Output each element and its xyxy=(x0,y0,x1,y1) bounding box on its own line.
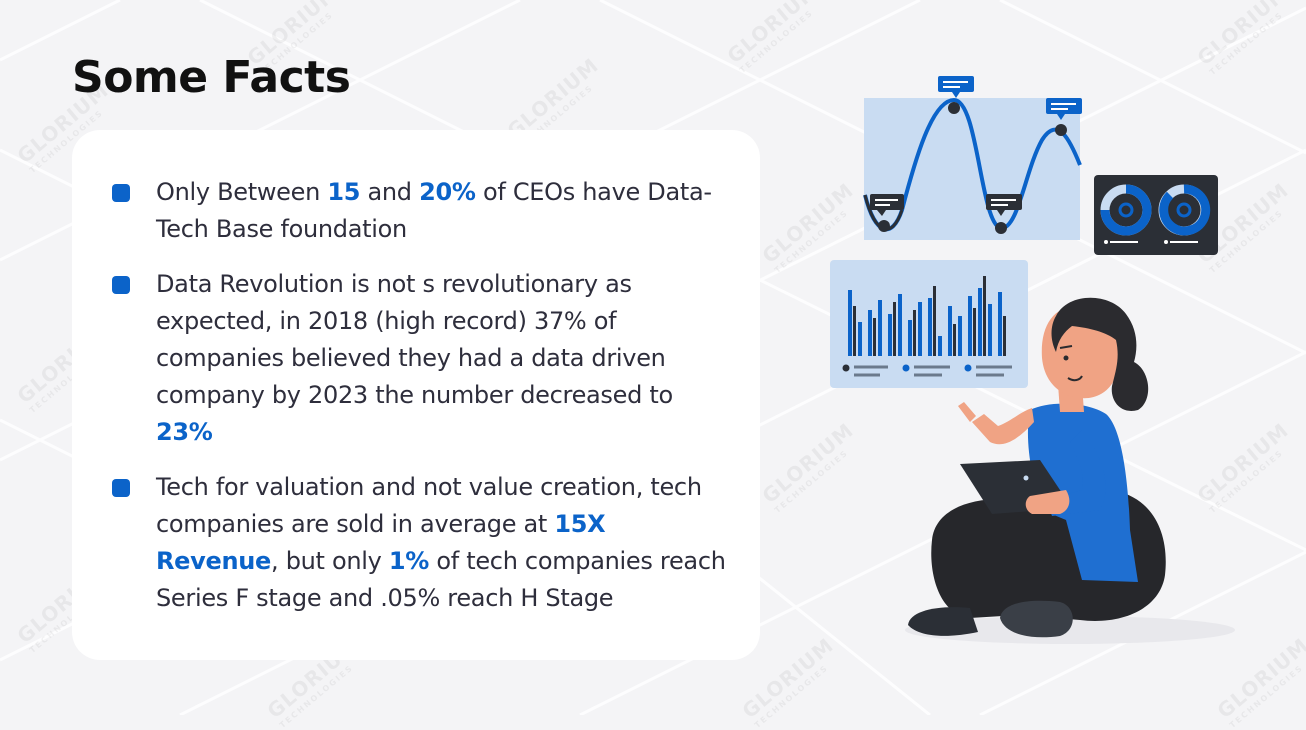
fact-item: Only Between 15 and 20% of CEOs have Dat… xyxy=(112,174,730,248)
donut-chart-icon xyxy=(1094,175,1218,255)
line-chart-icon xyxy=(863,76,1082,240)
watermark: GLORIUM TECHNOLOGIES xyxy=(1192,0,1294,77)
fact-text: Data Revolution is not s revolutionary a… xyxy=(156,270,673,446)
bar-chart-icon xyxy=(830,260,1028,388)
fact-text: Tech for valuation and not value creatio… xyxy=(156,473,726,612)
facts-card: Only Between 15 and 20% of CEOs have Dat… xyxy=(72,130,760,660)
fact-item: Tech for valuation and not value creatio… xyxy=(112,469,730,617)
fact-item: Data Revolution is not s revolutionary a… xyxy=(112,266,730,451)
fact-text: Only Between 15 and 20% of CEOs have Dat… xyxy=(156,178,712,243)
page-title: Some Facts xyxy=(72,52,351,103)
watermark: GLORIUM TECHNOLOGIES xyxy=(722,0,824,75)
square-bullet-icon xyxy=(112,479,130,497)
square-bullet-icon xyxy=(112,184,130,202)
data-analyst-illustration xyxy=(830,76,1235,644)
person xyxy=(908,297,1166,638)
square-bullet-icon xyxy=(112,276,130,294)
